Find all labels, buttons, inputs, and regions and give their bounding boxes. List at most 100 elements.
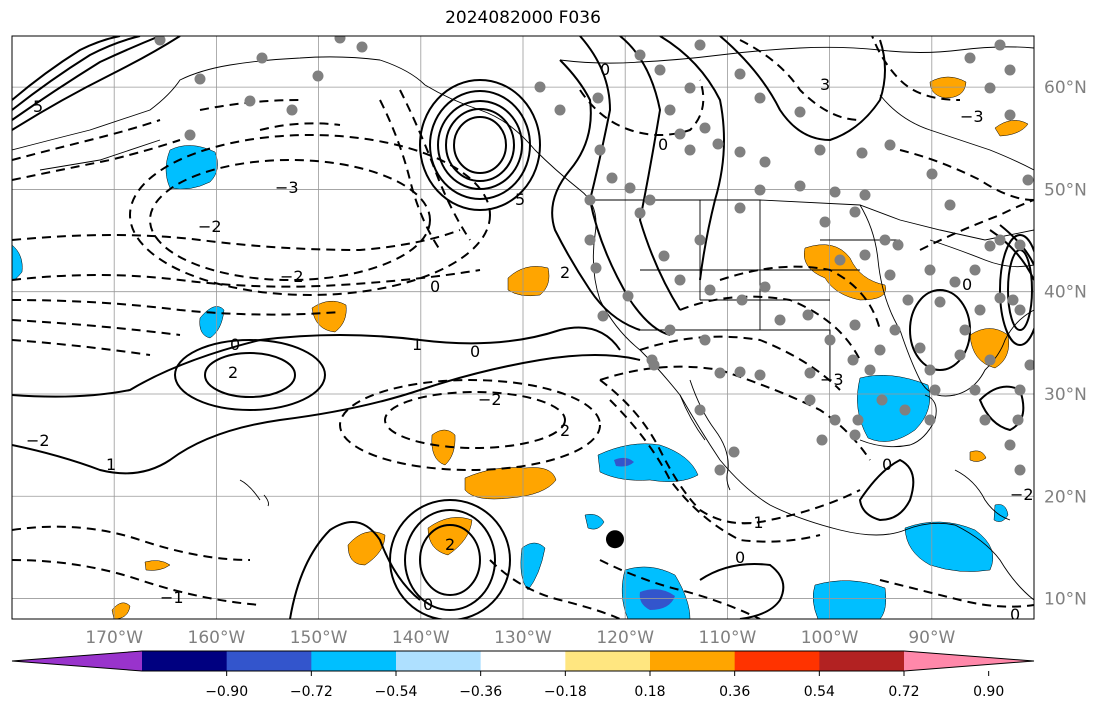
station-dot [824, 334, 836, 346]
station-dot [734, 202, 746, 214]
blue-shade [165, 145, 218, 190]
station-dot [584, 194, 596, 206]
station-dot [879, 234, 891, 246]
lon-tick-label: 100°W [801, 628, 859, 648]
station-dot [1024, 359, 1034, 371]
station-dot [954, 349, 966, 361]
orange-shade [507, 266, 550, 297]
station-dot [899, 404, 911, 416]
station-dot [856, 147, 868, 159]
contour-label: −2 [1010, 485, 1034, 504]
contour-label: −2 [198, 217, 222, 236]
colorbar-segment [396, 651, 482, 671]
contour-label: −2 [478, 390, 502, 409]
station-dot [699, 122, 711, 134]
shaded-regions [12, 76, 1029, 619]
station-dot [774, 314, 786, 326]
station-dot [944, 199, 956, 211]
colorbar-segment [311, 651, 397, 671]
colorbar-labels: −0.90 −0.72 −0.54 −0.36 −0.18 0.18 0.36 0.54 0.7… [205, 671, 1004, 700]
lon-tick-label: 160°W [188, 628, 246, 648]
contour-label: −2 [280, 267, 304, 286]
contour-label: 0 [600, 60, 610, 79]
station-dot [256, 52, 268, 64]
contour-label: −3 [275, 178, 299, 197]
lon-tick-label: 90°W [908, 628, 955, 648]
station-dot [949, 276, 961, 288]
station-dot [356, 41, 368, 53]
contour-label: 0 [470, 342, 480, 361]
lat-tick-label: 50°N [1044, 180, 1087, 200]
station-dot [244, 95, 256, 107]
station-dot [597, 310, 609, 322]
station-dot [754, 92, 766, 104]
station-dot [802, 309, 814, 321]
station-dot [674, 274, 686, 286]
station-dot [622, 290, 634, 302]
navy-shade [639, 589, 675, 610]
station-dot [194, 73, 206, 85]
contour-label: −3 [960, 107, 984, 126]
station-dot [934, 296, 946, 308]
station-dot [984, 240, 996, 252]
colorbar-segment [226, 651, 312, 671]
station-dot [926, 168, 938, 180]
colorbar-segment [650, 651, 736, 671]
orange-shade [311, 300, 347, 333]
station-dot [694, 39, 706, 51]
colorbar-label: 0.36 [719, 684, 750, 700]
station-dot [924, 264, 936, 276]
station-dot [959, 324, 971, 336]
contour-label: 2 [560, 421, 570, 440]
contour-label: 0 [430, 277, 440, 296]
station-dot [892, 239, 904, 251]
station-dot [644, 194, 656, 206]
station-dot [759, 281, 771, 293]
map-frame [11, 35, 1035, 620]
station-dot [684, 144, 696, 156]
colorbar-label: 0.54 [804, 684, 835, 700]
lon-tick-label: 120°W [596, 628, 654, 648]
station-dot [759, 156, 771, 168]
station-dot [804, 367, 816, 379]
colorbar-segment [734, 651, 820, 671]
coastlines [12, 46, 1034, 601]
station-dot [924, 414, 936, 426]
station-dot [859, 189, 871, 201]
colorbar-segment [819, 651, 905, 671]
station-dot [1004, 64, 1016, 76]
station-dot [694, 234, 706, 246]
station-dot [859, 249, 871, 261]
station-dot [849, 206, 861, 218]
station-dot [969, 384, 981, 396]
contour-label: 2 [445, 535, 455, 554]
lon-tick-label: 150°W [290, 628, 348, 648]
colorbar-segment [565, 651, 651, 671]
station-dot [534, 81, 546, 93]
station-dot [590, 262, 602, 274]
station-dot [734, 68, 746, 80]
station-dot [1014, 464, 1026, 476]
blue-shade [597, 443, 699, 482]
station-dot [984, 354, 996, 366]
contour-label: 2 [228, 363, 238, 382]
station-dot [849, 319, 861, 331]
station-dot [1014, 239, 1026, 251]
station-dot [184, 129, 196, 141]
colorbar-extend-high [904, 651, 1034, 671]
colorbar-label: −0.18 [544, 684, 587, 700]
station-dot [804, 394, 816, 406]
colorbar-label: 0.18 [634, 684, 665, 700]
contour-label: −1 [740, 513, 764, 532]
station-dot [658, 250, 670, 262]
colorbar-segment [480, 651, 566, 671]
station-dot [1022, 174, 1034, 186]
station-dot [584, 234, 596, 246]
contour-lines-dashed [12, 36, 1034, 619]
colorbar-outline [11, 650, 1035, 672]
station-dot [994, 39, 1006, 51]
station-dot [876, 394, 888, 406]
station-dot [849, 429, 861, 441]
station-dot [634, 49, 646, 61]
station-dot [592, 92, 604, 104]
